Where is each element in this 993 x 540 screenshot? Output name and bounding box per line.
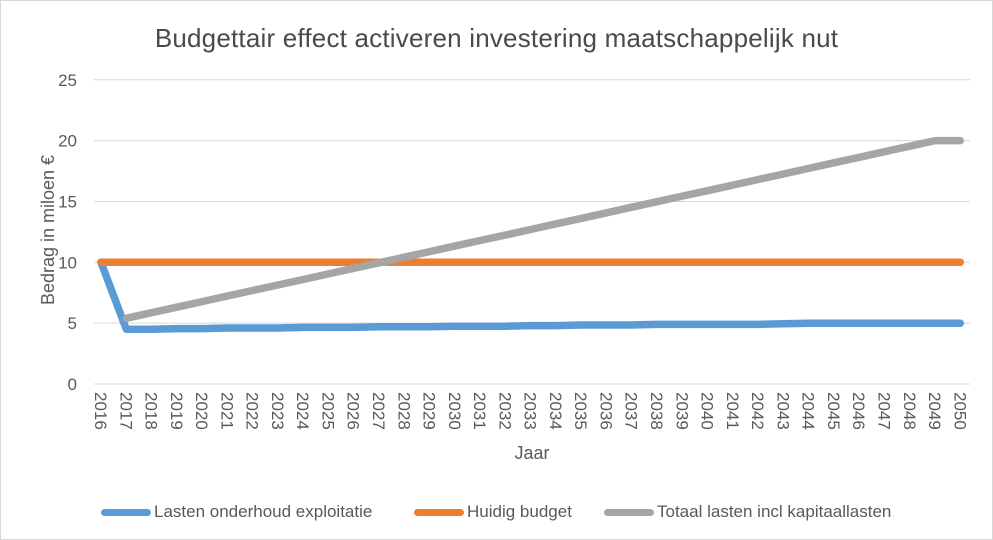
x-tick-label: 2026 — [344, 392, 363, 430]
x-tick-label: 2031 — [470, 392, 489, 430]
x-axis-title: Jaar — [514, 443, 550, 463]
x-tick-label: 2043 — [773, 392, 792, 430]
legend-marker-gray-line — [604, 508, 654, 516]
x-tick-label: 2048 — [900, 392, 919, 430]
x-tick-label: 2022 — [243, 392, 262, 430]
x-tick-label: 2027 — [369, 392, 388, 430]
x-tick-label: 2039 — [672, 392, 691, 430]
series-line-2 — [122, 136, 965, 323]
x-tick-label: 2029 — [420, 392, 439, 430]
chart-title: Budgettair effect activeren investering … — [154, 23, 839, 53]
x-tick-label: 2047 — [874, 392, 893, 430]
x-tick-label: 2016 — [91, 392, 110, 430]
legend-marker-blue-line — [101, 508, 151, 516]
legend-label: Totaal lasten incl kapitaallasten — [657, 502, 892, 521]
legend-item-huidig-budget: Huidig budget — [414, 501, 572, 523]
x-tick-label: 2044 — [799, 392, 818, 430]
x-tick-label: 2035 — [571, 392, 590, 430]
y-tick-label: 10 — [58, 253, 77, 272]
x-tick-label: 2049 — [925, 392, 944, 430]
x-tick-label: 2019 — [167, 392, 186, 430]
x-tick-label: 2021 — [217, 392, 236, 430]
x-tick-label: 2040 — [698, 392, 717, 430]
x-tick-label: 2042 — [748, 392, 767, 430]
legend-marker-orange-line — [414, 508, 464, 516]
x-tick-label: 2046 — [849, 392, 868, 430]
y-tick-label: 20 — [58, 132, 77, 151]
x-tick-label: 2024 — [293, 392, 312, 430]
legend-label: Huidig budget — [467, 502, 572, 521]
x-tick-label: 2028 — [394, 392, 413, 430]
legend-label: Lasten onderhoud exploitatie — [154, 502, 373, 521]
y-tick-label: 15 — [58, 192, 77, 211]
x-tick-label: 2030 — [445, 392, 464, 430]
x-tick-label: 2018 — [142, 392, 161, 430]
y-tick-label: 25 — [58, 71, 77, 90]
y-axis-title: Bedrag in miloen € — [38, 154, 58, 306]
x-tick-label: 2023 — [268, 392, 287, 430]
y-tick-label: 5 — [68, 314, 77, 333]
x-tick-label: 2034 — [546, 392, 565, 430]
x-tick-label: 2037 — [622, 392, 641, 430]
x-tick-label: 2050 — [950, 392, 969, 430]
legend-item-lasten-onderhoud: Lasten onderhoud exploitatie — [101, 501, 372, 523]
x-tick-label: 2045 — [824, 392, 843, 430]
x-tick-label: 2025 — [318, 392, 337, 430]
x-tick-label: 2041 — [723, 392, 742, 430]
x-tick-label: 2038 — [647, 392, 666, 430]
x-tick-label: 2017 — [116, 392, 135, 430]
y-tick-label: 0 — [68, 375, 77, 394]
x-tick-label: 2020 — [192, 392, 211, 430]
legend-item-totaal-lasten: Totaal lasten incl kapitaallasten — [604, 501, 891, 523]
series-line-0 — [97, 258, 965, 333]
x-tick-label: 2036 — [596, 392, 615, 430]
x-tick-label: 2032 — [495, 392, 514, 430]
x-tick-label: 2033 — [521, 392, 540, 430]
